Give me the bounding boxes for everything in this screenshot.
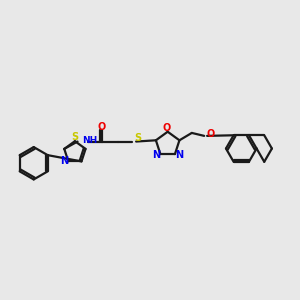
Text: N: N — [60, 156, 68, 167]
Text: O: O — [98, 122, 106, 131]
Text: N: N — [175, 150, 183, 160]
Text: O: O — [206, 128, 215, 139]
Text: O: O — [162, 123, 170, 133]
Text: S: S — [71, 132, 79, 142]
Text: S: S — [134, 133, 141, 143]
Text: N: N — [152, 150, 160, 160]
Text: NH: NH — [82, 136, 97, 145]
